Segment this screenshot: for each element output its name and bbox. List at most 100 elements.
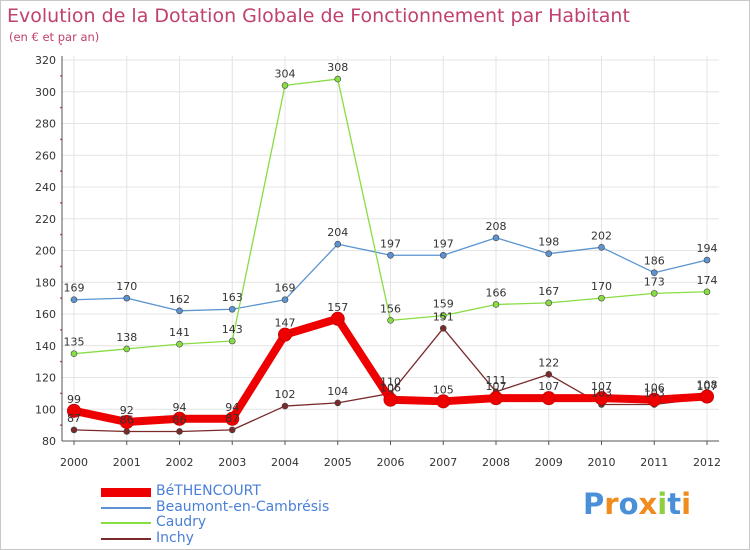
legend-swatch: [101, 537, 151, 540]
data-point: [334, 75, 342, 83]
y-tick-label: 120: [35, 372, 56, 385]
data-label: 103: [644, 386, 665, 399]
x-tick-label: 2001: [113, 456, 141, 469]
data-point: [545, 250, 553, 257]
data-point: [545, 371, 553, 378]
data-point: [70, 426, 78, 434]
data-label: 208: [486, 220, 507, 233]
data-label: 202: [591, 229, 612, 242]
data-point: [281, 82, 289, 89]
data-label: 86: [173, 413, 187, 426]
y-tick-label: 140: [35, 340, 56, 353]
legend-label: Caudry: [156, 514, 207, 530]
y-tick-label: 160: [35, 308, 56, 321]
chart-title: Evolution de la Dotation Globale de Fonc…: [7, 5, 630, 27]
data-label: 106: [380, 382, 401, 395]
data-point: [436, 394, 451, 409]
y-minor-tick: [60, 360, 62, 363]
data-label: 92: [120, 404, 134, 417]
data-label: 157: [327, 301, 348, 314]
data-label: 105: [433, 383, 454, 396]
x-tick-label: 2004: [271, 456, 299, 469]
data-point: [647, 392, 662, 407]
data-point: [176, 340, 183, 348]
data-point: [123, 428, 131, 435]
y-minor-tick: [60, 297, 62, 300]
y-minor-tick: [60, 74, 62, 77]
logo-letter: r: [604, 487, 619, 521]
data-label: 94: [225, 401, 239, 414]
data-label: 186: [644, 255, 665, 268]
y-tick-label: 260: [35, 149, 56, 162]
logo-letter: t: [667, 487, 682, 521]
data-point: [119, 414, 134, 429]
data-label: 141: [169, 326, 190, 339]
data-label: 156: [380, 302, 401, 315]
data-point: [70, 296, 78, 304]
x-tick-label: 2003: [218, 456, 246, 469]
y-minor-tick: [60, 392, 62, 395]
x-tick-label: 2005: [324, 456, 352, 469]
data-point: [492, 301, 500, 308]
x-tick-label: 2008: [482, 456, 510, 469]
data-label: 99: [67, 393, 81, 406]
proxiti-logo: Proxiti: [583, 487, 691, 521]
y-minor-tick: [60, 106, 62, 109]
x-tick-label: 2002: [166, 456, 194, 469]
data-label: 169: [275, 282, 296, 295]
data-point: [492, 234, 500, 242]
data-point: [176, 307, 183, 315]
legend-label: Beaumont-en-Cambrésis: [156, 498, 330, 515]
data-label: 138: [116, 331, 137, 344]
data-label: 197: [380, 237, 401, 250]
data-point: [439, 251, 447, 259]
data-label: 173: [644, 275, 665, 288]
y-minor-tick: [60, 138, 62, 141]
series-lines: [67, 75, 714, 435]
data-label: 94: [173, 401, 187, 414]
data-label: 143: [222, 323, 243, 336]
data-point: [334, 240, 342, 248]
y-tick-label: 320: [35, 54, 56, 67]
chart-subtitle: (en € et par an): [9, 30, 100, 44]
data-point: [387, 251, 394, 259]
data-label: 198: [538, 236, 559, 249]
data-label: 102: [275, 388, 296, 401]
data-label: 87: [67, 412, 81, 425]
data-point: [489, 391, 503, 406]
data-label: 108: [697, 379, 718, 392]
legend-label: BéTHENCOURT: [156, 483, 261, 499]
data-label: 170: [116, 280, 137, 293]
data-point: [123, 345, 131, 353]
data-point: [541, 391, 556, 406]
data-point: [650, 269, 658, 277]
data-point: [278, 327, 292, 342]
y-tick-label: 180: [35, 276, 56, 289]
data-label: 162: [169, 293, 190, 306]
data-point: [334, 399, 342, 407]
data-point: [650, 290, 658, 297]
data-point: [545, 299, 553, 307]
axes: 80 100 120 140 160 180 200 220 240 260 280 300 320 20…: [35, 43, 721, 469]
y-minor-tick: [60, 265, 62, 268]
x-tick-label: 2007: [429, 456, 457, 469]
data-label: 204: [327, 226, 348, 239]
legend-label: Inchy: [156, 529, 194, 546]
data-point: [123, 294, 131, 302]
data-point: [387, 317, 394, 324]
data-label: 135: [64, 336, 85, 349]
legend-swatch: [101, 522, 151, 524]
data-point: [176, 428, 183, 435]
y-tick-label: 100: [35, 403, 56, 416]
data-label: 169: [64, 282, 85, 295]
data-label: 197: [433, 237, 454, 250]
data-label: 151: [433, 310, 454, 323]
data-labels: 99 92 94 94 147 157 106 105 107 107 107 106 108 169 17…: [64, 61, 718, 426]
data-label: 122: [538, 356, 559, 369]
y-minor-tick: [60, 424, 62, 427]
data-point: [594, 391, 609, 406]
data-point: [383, 392, 398, 407]
data-point: [598, 244, 605, 251]
data-label: 86: [120, 413, 134, 426]
